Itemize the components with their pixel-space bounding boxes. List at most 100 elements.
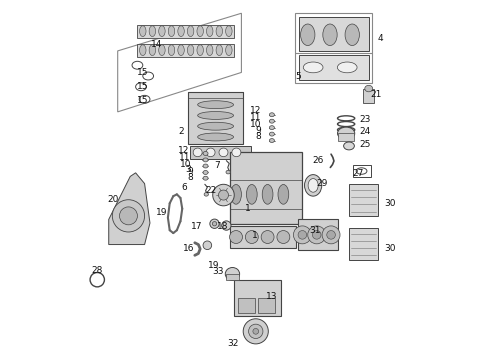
Text: 22: 22 bbox=[205, 186, 216, 195]
Circle shape bbox=[261, 230, 274, 243]
Ellipse shape bbox=[212, 222, 217, 226]
Ellipse shape bbox=[204, 193, 208, 196]
Circle shape bbox=[120, 207, 137, 225]
Ellipse shape bbox=[278, 184, 289, 204]
Ellipse shape bbox=[304, 175, 322, 196]
Circle shape bbox=[253, 328, 259, 334]
Ellipse shape bbox=[270, 113, 274, 117]
Polygon shape bbox=[109, 173, 150, 244]
Ellipse shape bbox=[210, 219, 219, 228]
Text: 2: 2 bbox=[178, 127, 184, 136]
Ellipse shape bbox=[206, 148, 215, 157]
Bar bbox=[188, 92, 243, 144]
Ellipse shape bbox=[140, 26, 146, 37]
Text: 32: 32 bbox=[227, 339, 239, 348]
Text: 4: 4 bbox=[378, 34, 383, 43]
Ellipse shape bbox=[219, 148, 228, 157]
Ellipse shape bbox=[159, 45, 165, 55]
Bar bbox=[299, 17, 368, 51]
Ellipse shape bbox=[203, 152, 208, 156]
Ellipse shape bbox=[187, 45, 194, 55]
Bar bbox=[258, 298, 275, 313]
Text: 33: 33 bbox=[213, 267, 224, 276]
Text: 11: 11 bbox=[249, 113, 261, 122]
Ellipse shape bbox=[270, 139, 274, 143]
Text: 31: 31 bbox=[310, 226, 321, 235]
Bar bbox=[349, 228, 378, 260]
Text: 19: 19 bbox=[156, 208, 168, 217]
Text: 12: 12 bbox=[178, 146, 190, 155]
Bar bbox=[226, 274, 239, 280]
Bar bbox=[234, 280, 281, 316]
Text: 10: 10 bbox=[180, 160, 191, 169]
Ellipse shape bbox=[337, 62, 357, 73]
Ellipse shape bbox=[225, 26, 232, 37]
Circle shape bbox=[308, 226, 326, 244]
Text: 1: 1 bbox=[245, 204, 251, 213]
Text: 11: 11 bbox=[179, 153, 191, 162]
Text: 18: 18 bbox=[218, 222, 229, 231]
Bar bbox=[230, 152, 302, 224]
Text: 30: 30 bbox=[384, 244, 395, 253]
Text: 9: 9 bbox=[187, 167, 193, 176]
Ellipse shape bbox=[345, 24, 359, 45]
Text: 10: 10 bbox=[249, 120, 261, 129]
Bar bbox=[191, 145, 251, 159]
Text: 3: 3 bbox=[185, 165, 191, 174]
Ellipse shape bbox=[232, 148, 241, 157]
Text: 13: 13 bbox=[266, 292, 277, 301]
Ellipse shape bbox=[225, 45, 232, 55]
Bar bbox=[298, 220, 338, 250]
Ellipse shape bbox=[343, 142, 354, 150]
Text: 27: 27 bbox=[353, 169, 364, 178]
Ellipse shape bbox=[246, 184, 257, 204]
Ellipse shape bbox=[203, 171, 208, 175]
Text: 14: 14 bbox=[151, 40, 163, 49]
Circle shape bbox=[230, 230, 243, 243]
Ellipse shape bbox=[197, 45, 203, 55]
Text: 17: 17 bbox=[191, 222, 202, 231]
Circle shape bbox=[219, 190, 228, 200]
Text: 1: 1 bbox=[252, 231, 258, 240]
Bar bbox=[137, 44, 234, 57]
Ellipse shape bbox=[206, 45, 213, 55]
Circle shape bbox=[245, 230, 258, 243]
Text: 26: 26 bbox=[313, 156, 324, 165]
Bar bbox=[353, 165, 370, 177]
Ellipse shape bbox=[323, 24, 337, 45]
Text: 15: 15 bbox=[137, 96, 148, 105]
Text: 29: 29 bbox=[317, 179, 328, 188]
Ellipse shape bbox=[149, 45, 156, 55]
Circle shape bbox=[277, 230, 290, 243]
Ellipse shape bbox=[203, 158, 208, 162]
Ellipse shape bbox=[197, 101, 234, 109]
Text: 20: 20 bbox=[107, 195, 119, 204]
Text: 23: 23 bbox=[360, 114, 371, 123]
Bar bbox=[295, 13, 372, 83]
Ellipse shape bbox=[187, 26, 194, 37]
Circle shape bbox=[327, 230, 335, 239]
Ellipse shape bbox=[206, 26, 213, 37]
Ellipse shape bbox=[226, 170, 230, 174]
Ellipse shape bbox=[216, 26, 222, 37]
Ellipse shape bbox=[178, 26, 184, 37]
Text: 25: 25 bbox=[360, 140, 371, 149]
Bar bbox=[299, 55, 368, 80]
Ellipse shape bbox=[149, 26, 156, 37]
Text: 8: 8 bbox=[255, 132, 261, 141]
Ellipse shape bbox=[225, 267, 240, 280]
Ellipse shape bbox=[270, 119, 274, 123]
Text: 12: 12 bbox=[250, 106, 261, 115]
Text: 15: 15 bbox=[137, 68, 148, 77]
Ellipse shape bbox=[338, 127, 355, 140]
Ellipse shape bbox=[168, 45, 175, 55]
Circle shape bbox=[112, 200, 145, 232]
Bar bbox=[364, 89, 374, 103]
Ellipse shape bbox=[216, 45, 222, 55]
Ellipse shape bbox=[159, 26, 165, 37]
Ellipse shape bbox=[262, 184, 273, 204]
Circle shape bbox=[298, 230, 307, 239]
Ellipse shape bbox=[231, 184, 242, 204]
Ellipse shape bbox=[221, 221, 231, 230]
Circle shape bbox=[322, 226, 340, 244]
